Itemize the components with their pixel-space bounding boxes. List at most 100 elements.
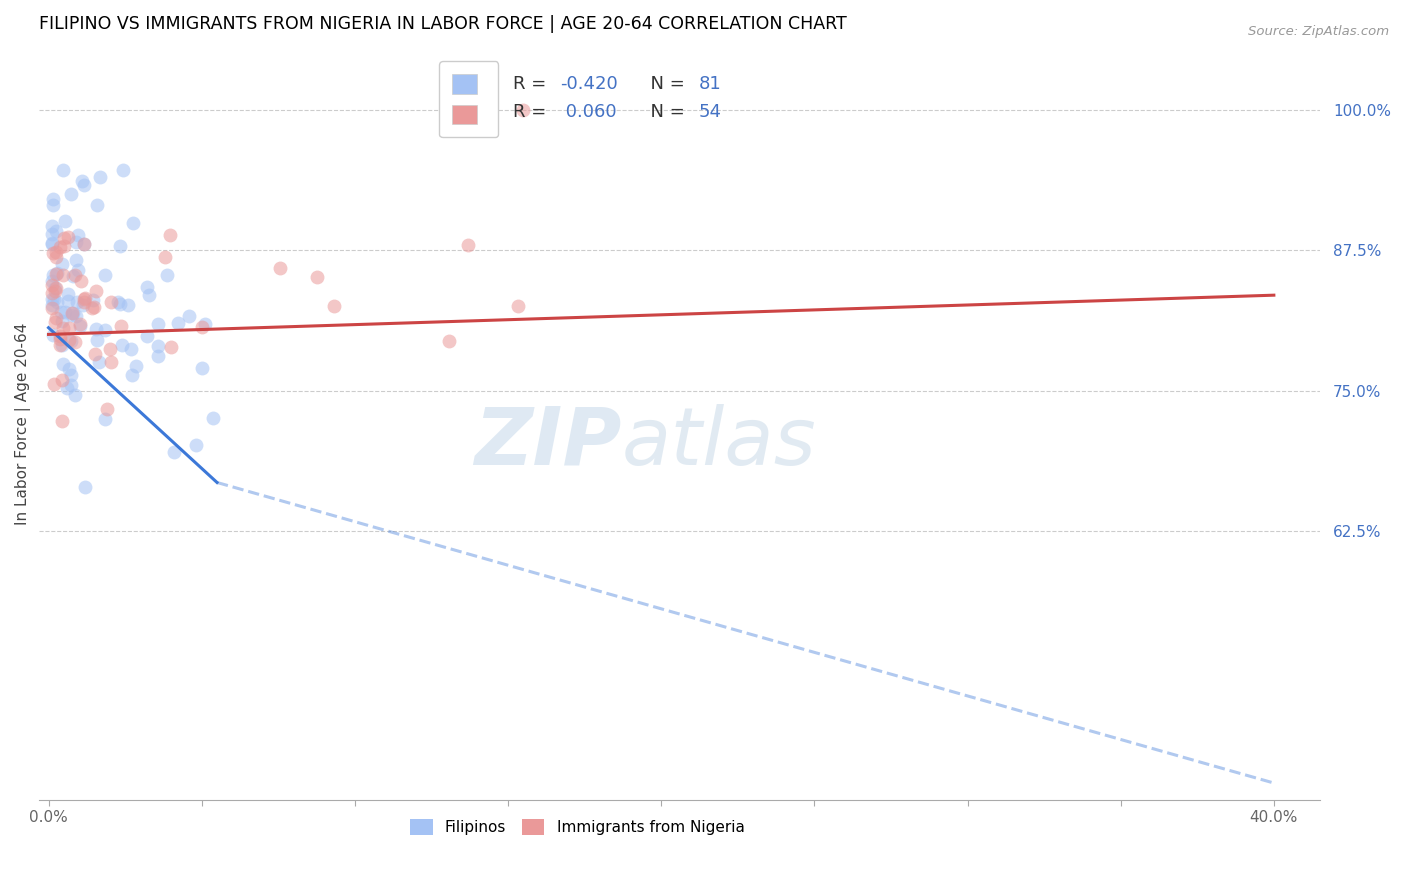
Point — [86, 334, 108, 348]
Point — [52, 162, 75, 177]
Point — [41, 278, 63, 293]
Point — [65, 252, 87, 267]
Point — [87, 355, 110, 369]
Point — [100, 355, 122, 369]
Point — [506, 299, 529, 313]
Point — [155, 251, 177, 265]
Point — [82, 301, 104, 316]
Point — [53, 213, 76, 227]
Point — [45, 281, 67, 295]
Point — [117, 298, 139, 312]
Point — [120, 342, 142, 356]
Point — [124, 359, 146, 373]
Point — [73, 178, 96, 192]
Point — [84, 322, 107, 336]
Point — [98, 342, 121, 356]
Text: FILIPINO VS IMMIGRANTS FROM NIGERIA IN LABOR FORCE | AGE 20-64 CORRELATION CHART: FILIPINO VS IMMIGRANTS FROM NIGERIA IN L… — [39, 15, 846, 33]
Point — [163, 445, 186, 459]
Point — [49, 338, 72, 352]
Point — [111, 163, 134, 178]
Point — [122, 216, 145, 230]
Point — [73, 236, 96, 251]
Point — [191, 320, 214, 334]
Point — [62, 305, 84, 319]
Point — [51, 313, 73, 327]
Text: N =: N = — [638, 75, 690, 93]
Point — [512, 103, 534, 117]
Point — [49, 332, 72, 346]
Point — [51, 257, 73, 271]
Point — [166, 317, 188, 331]
Point — [73, 292, 96, 306]
Point — [100, 295, 122, 310]
Point — [52, 357, 75, 371]
Point — [138, 288, 160, 302]
Point — [67, 263, 90, 277]
Text: N =: N = — [638, 103, 690, 121]
Text: R =: R = — [513, 75, 553, 93]
Point — [41, 292, 63, 306]
Point — [63, 388, 86, 402]
Point — [41, 274, 63, 288]
Point — [69, 319, 91, 334]
Point — [73, 237, 96, 252]
Point — [60, 377, 83, 392]
Point — [94, 268, 117, 282]
Point — [94, 412, 117, 426]
Point — [83, 301, 105, 315]
Point — [94, 323, 117, 337]
Text: ZIP: ZIP — [475, 404, 621, 482]
Point — [41, 301, 63, 316]
Point — [72, 298, 94, 312]
Point — [41, 236, 63, 251]
Point — [70, 274, 93, 288]
Point — [73, 294, 96, 309]
Point — [108, 297, 131, 311]
Text: -0.420: -0.420 — [561, 75, 619, 93]
Point — [60, 309, 83, 323]
Point — [159, 228, 181, 243]
Point — [49, 240, 72, 254]
Point — [108, 239, 131, 253]
Point — [65, 309, 87, 323]
Point — [41, 237, 63, 252]
Point — [45, 266, 67, 280]
Point — [160, 340, 183, 354]
Point — [69, 317, 91, 331]
Point — [42, 293, 65, 307]
Point — [44, 315, 66, 329]
Point — [45, 310, 67, 325]
Point — [41, 298, 63, 312]
Point — [56, 294, 79, 309]
Text: R =: R = — [513, 103, 553, 121]
Point — [65, 334, 87, 349]
Point — [44, 284, 66, 298]
Point — [60, 334, 83, 349]
Point — [63, 268, 86, 282]
Text: 54: 54 — [699, 103, 721, 121]
Point — [107, 295, 129, 310]
Point — [269, 260, 291, 275]
Point — [56, 287, 79, 301]
Point — [83, 346, 105, 360]
Point — [111, 338, 134, 352]
Point — [41, 285, 63, 300]
Point — [62, 269, 84, 284]
Point — [45, 250, 67, 264]
Text: 0.060: 0.060 — [561, 103, 617, 121]
Point — [70, 174, 93, 188]
Point — [53, 231, 76, 245]
Point — [135, 279, 157, 293]
Point — [75, 480, 97, 494]
Point — [146, 349, 169, 363]
Point — [82, 293, 104, 307]
Point — [121, 368, 143, 382]
Point — [42, 192, 65, 206]
Point — [136, 329, 159, 343]
Legend: Filipinos, Immigrants from Nigeria: Filipinos, Immigrants from Nigeria — [404, 813, 751, 841]
Point — [184, 438, 207, 452]
Point — [45, 224, 67, 238]
Point — [86, 197, 108, 211]
Point — [45, 267, 67, 281]
Point — [49, 329, 72, 343]
